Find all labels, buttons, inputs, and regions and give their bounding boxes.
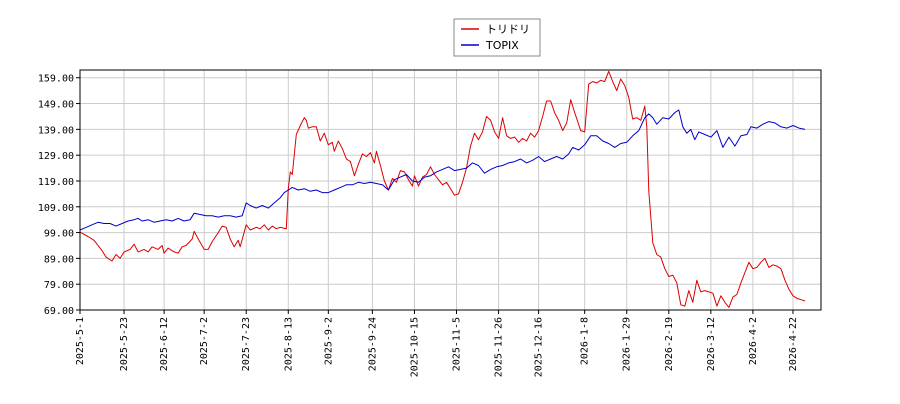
x-tick-label: 2025-5-23 <box>119 317 130 371</box>
y-tick-label: 69.00 <box>44 306 74 317</box>
x-tick-label: 2025-7-2 <box>199 317 210 365</box>
y-tick-label: 109.00 <box>38 203 74 214</box>
x-tick-label: 2026-4-22 <box>788 317 799 371</box>
plot-area-frame <box>79 69 822 311</box>
x-tick-label: 2025-10-15 <box>409 317 420 377</box>
series-line-toridori <box>79 70 806 308</box>
x-tick-label: 2025-9-2 <box>323 317 334 365</box>
x-tick-label: 2025-12-16 <box>534 317 545 377</box>
x-tick-label: 2025-8-13 <box>283 317 294 371</box>
y-tick-label: 139.00 <box>38 125 74 136</box>
y-tick-label: 79.00 <box>44 280 74 291</box>
y-tick-label: 129.00 <box>38 151 74 162</box>
y-tick-label: 119.00 <box>38 177 74 188</box>
y-tick-label: 99.00 <box>44 229 74 240</box>
x-tick-label: 2026-3-12 <box>706 317 717 371</box>
y-tick-label: 89.00 <box>44 254 74 265</box>
x-tick-label: 2025-5-1 <box>75 317 86 365</box>
x-tick-label: 2025-11-5 <box>452 317 463 371</box>
legend-box <box>453 18 541 57</box>
legend: トリドリ TOPIX <box>453 18 541 57</box>
x-tick-label: 2026-4-2 <box>748 317 759 365</box>
series-line-topix <box>79 109 806 231</box>
x-tick-label: 2025-7-23 <box>241 317 252 371</box>
x-tick-label: 2025-6-12 <box>159 317 170 371</box>
legend-label-toridori: トリドリ <box>486 23 530 36</box>
x-tick-label: 2026-1-29 <box>622 317 633 371</box>
x-tick-label: 2026-1-8 <box>580 317 591 365</box>
x-tick-label: 2025-9-24 <box>367 317 378 371</box>
y-tick-label: 159.00 <box>38 74 74 85</box>
legend-label-topix: TOPIX <box>485 39 519 52</box>
x-tick-label: 2026-2-19 <box>664 317 675 371</box>
y-tick-label: 149.00 <box>38 100 74 111</box>
x-tick-label: 2025-11-26 <box>494 317 505 377</box>
